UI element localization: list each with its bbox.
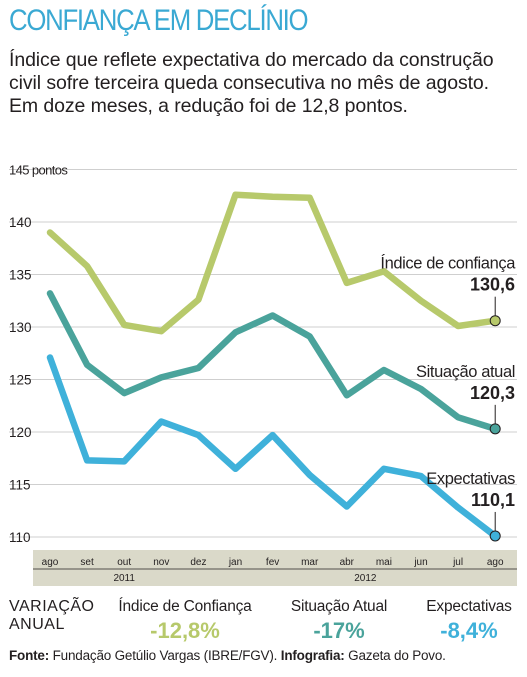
end-point-marker — [489, 315, 501, 327]
source-note: Fonte: Fundação Getúlio Vargas (IBRE/FGV… — [9, 648, 446, 663]
x-tick-label: jun — [413, 557, 427, 568]
chart-title: CONFIANÇA EM DECLÍNIO — [9, 4, 309, 37]
series-end-value: 120,3 — [470, 383, 515, 403]
annual-item-value: -12,8% — [150, 618, 220, 643]
x-tick-label: abr — [340, 557, 355, 568]
annual-item-name: Situação Atual — [290, 598, 388, 615]
series-label: Expectativas — [426, 470, 515, 488]
x-tick-label: out — [117, 557, 131, 568]
annual-item-expectativas: Expectativas -8,4% — [414, 598, 524, 644]
x-tick-label: jan — [228, 557, 242, 568]
x-tick-label: fev — [266, 557, 279, 568]
end-point-marker — [489, 423, 501, 435]
x-tick-label: nov — [153, 557, 169, 568]
y-tick-label: 140 — [9, 215, 32, 230]
annual-item-name: Expectativas — [426, 598, 512, 615]
x-tick-label: ago — [42, 557, 59, 568]
y-tick-label: 115 — [9, 478, 31, 493]
infografia-text: Gazeta do Povo. — [348, 648, 446, 663]
annual-variation-label: VARIAÇÃO ANUAL — [9, 598, 95, 633]
x-year-label: 2012 — [354, 573, 377, 584]
series-line-confianca — [46, 191, 499, 335]
annual-item-situacao: Situação Atual -17% — [279, 598, 399, 644]
y-tick-label: 120 — [9, 425, 32, 440]
x-axis-band — [33, 550, 517, 586]
series-line-expectativas — [46, 354, 499, 540]
chart-subtitle: Índice que reflete expectativa do mercad… — [9, 49, 494, 117]
y-tick-label: 135 — [9, 268, 32, 283]
source-label: Fonte: — [9, 648, 50, 663]
annual-item-confianca: Índice de Confiança -12,8% — [110, 598, 260, 644]
source-text: Fundação Getúlio Vargas (IBRE/FGV). — [52, 648, 278, 663]
series-end-value: 110,1 — [471, 490, 515, 510]
series-line-situacao — [46, 290, 499, 433]
y-tick-label: 130 — [9, 320, 32, 335]
x-tick-label: jul — [452, 557, 463, 568]
x-tick-label: set — [80, 557, 94, 568]
x-tick-label: ago — [487, 557, 504, 568]
y-tick-label: 125 — [9, 373, 32, 388]
series-label: Situação atual — [416, 363, 515, 381]
infografia-label: Infografia: — [280, 648, 345, 663]
x-tick-label: mar — [301, 557, 319, 568]
y-tick-label: 110 — [9, 530, 31, 545]
x-year-label: 2011 — [113, 573, 135, 584]
end-point-marker — [489, 530, 501, 542]
line-chart: 110 115 120 125 130 135 140 145 pontos ago set out… — [9, 163, 517, 586]
y-axis-label: 145 pontos — [9, 163, 68, 178]
series-end-value: 130,6 — [470, 275, 515, 295]
series-label: Índice de confiança — [380, 254, 516, 273]
x-tick-label: dez — [190, 557, 206, 568]
x-tick-label: mai — [376, 557, 392, 568]
annual-item-name: Índice de Confiança — [118, 598, 252, 615]
annual-item-value: -8,4% — [440, 618, 498, 643]
annual-item-value: -17% — [313, 618, 365, 643]
